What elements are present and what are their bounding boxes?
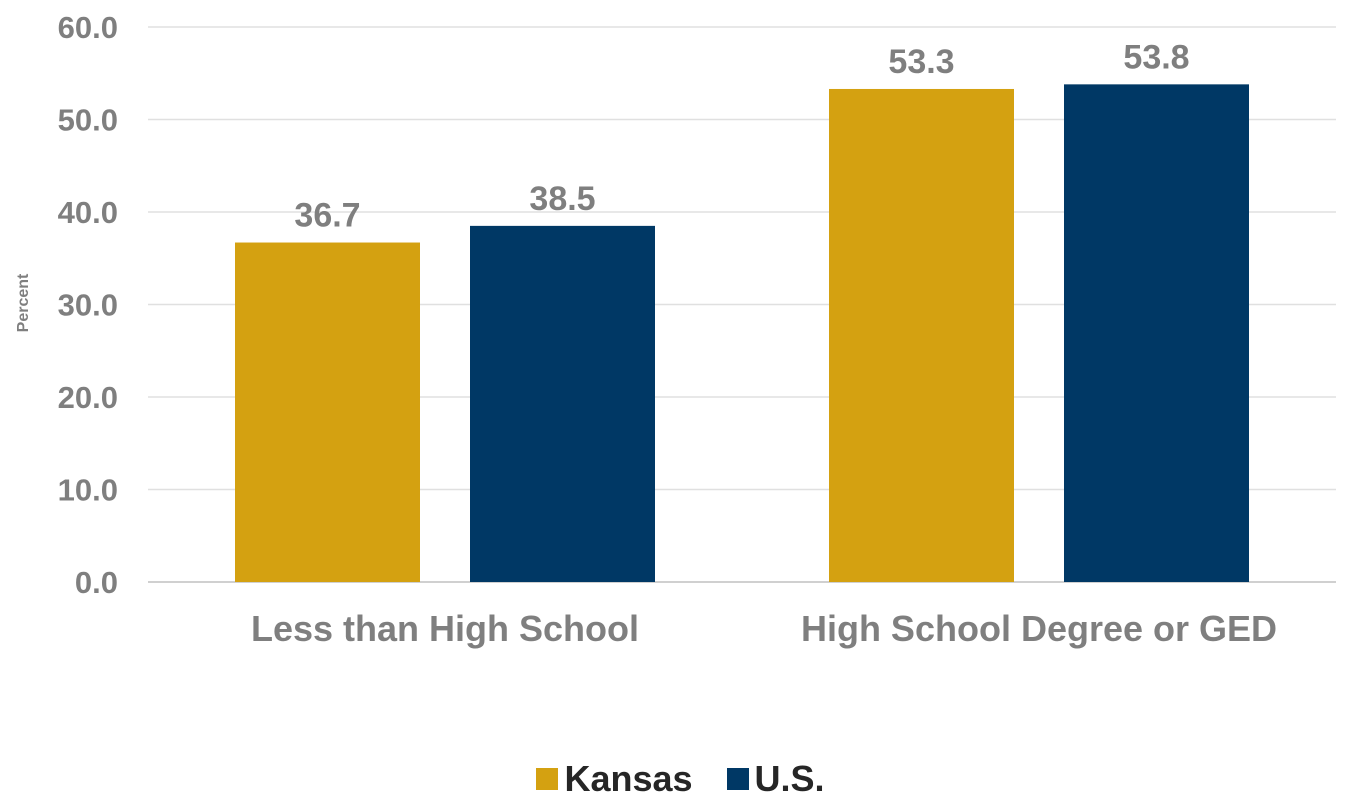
bar [235, 242, 420, 582]
data-label: 38.5 [529, 180, 595, 218]
legend-swatch-us [726, 768, 749, 790]
y-axis-ticks: 0.0 10.0 20.0 30.0 40.0 50.0 60.0 [58, 10, 118, 600]
data-label: 53.3 [888, 43, 954, 81]
category-label: High School Degree or GED [801, 608, 1277, 649]
legend-swatch-kansas [536, 768, 559, 790]
y-tick-label: 60.0 [58, 10, 118, 45]
y-tick-label: 30.0 [58, 288, 118, 323]
bar [470, 225, 655, 582]
y-tick-label: 50.0 [58, 103, 118, 138]
legend-label-us: U.S. [754, 758, 825, 799]
bar [1064, 84, 1249, 582]
category-label: Less than High School [251, 608, 639, 649]
category-labels: Less than High School High School Degree … [251, 608, 1277, 649]
legend-item-us: U.S. [726, 758, 825, 800]
bar-chart: 0.0 10.0 20.0 30.0 40.0 50.0 60.0 Percent 36.7… [15, 10, 1336, 649]
bar [829, 88, 1014, 582]
legend-item-kansas: Kansas [536, 758, 693, 800]
legend-label-kansas: Kansas [564, 758, 693, 799]
y-axis-label: Percent [15, 273, 32, 332]
y-tick-label: 10.0 [58, 473, 118, 508]
y-tick-label: 0.0 [75, 565, 118, 600]
legend: Kansas U.S. [0, 758, 1361, 800]
y-tick-label: 20.0 [58, 380, 118, 415]
data-label: 53.8 [1123, 38, 1189, 76]
y-tick-label: 40.0 [58, 195, 118, 230]
bars [235, 84, 1249, 582]
data-label: 36.7 [294, 197, 360, 235]
data-labels: 36.7 38.5 53.3 53.8 [294, 38, 1189, 234]
